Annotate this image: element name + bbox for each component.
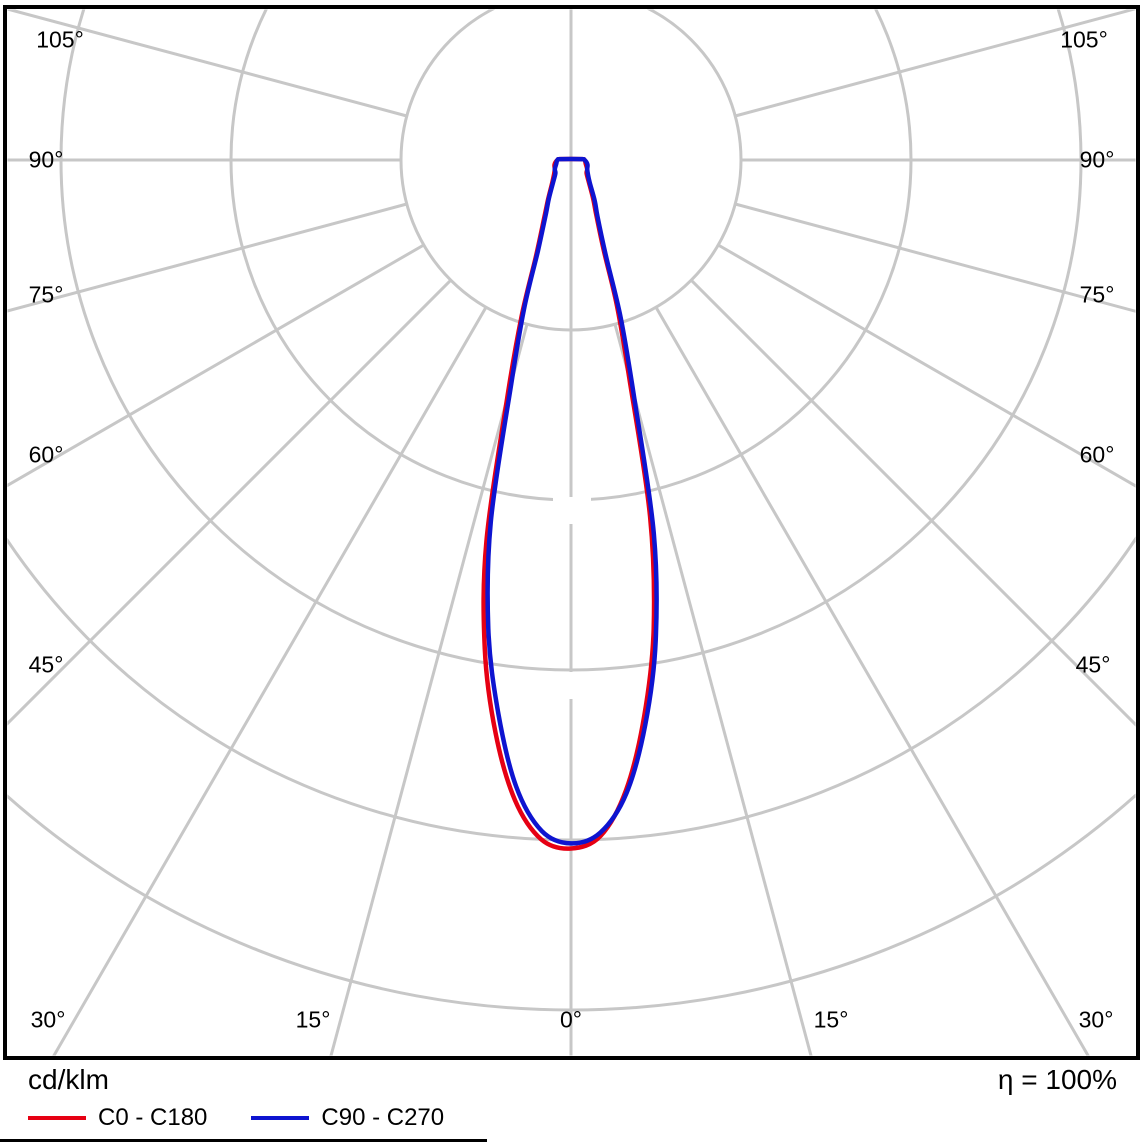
- ring-value-label-gap: [553, 497, 591, 524]
- grid-ray: [7, 279, 452, 726]
- legend-line-red: [28, 1116, 86, 1120]
- efficiency-label: η = 100%: [997, 1064, 1117, 1095]
- grid-ray: [7, 9, 408, 118]
- unit-label: cd/klm: [28, 1064, 109, 1095]
- plot-border: [3, 5, 1140, 1060]
- legend-underline: [0, 1139, 487, 1142]
- grid-ray: [52, 306, 488, 1056]
- grid-ray: [7, 243, 425, 488]
- ring-value-label-gap: [553, 672, 591, 699]
- legend-item-c0-c180: C0 - C180: [28, 1104, 207, 1132]
- legend: C0 - C180 C90 - C270: [28, 1104, 444, 1132]
- grid-ray: [717, 243, 1136, 488]
- grid-ray: [613, 323, 813, 1056]
- grid-ray: [690, 279, 1136, 727]
- grid-ray: [734, 9, 1136, 118]
- curve-c90-c270: [485, 156, 659, 846]
- legend-item-c90-c270: C90 - C270: [251, 1104, 444, 1132]
- legend-line-blue: [251, 1116, 310, 1120]
- grid-ray: [7, 202, 408, 313]
- grid-ray: [654, 306, 1090, 1056]
- grid-ray: [734, 202, 1136, 313]
- grid-ray: [329, 323, 529, 1056]
- legend-label-c90-c270: C90 - C270: [321, 1104, 445, 1131]
- legend-label-c0-c180: C0 - C180: [98, 1104, 208, 1131]
